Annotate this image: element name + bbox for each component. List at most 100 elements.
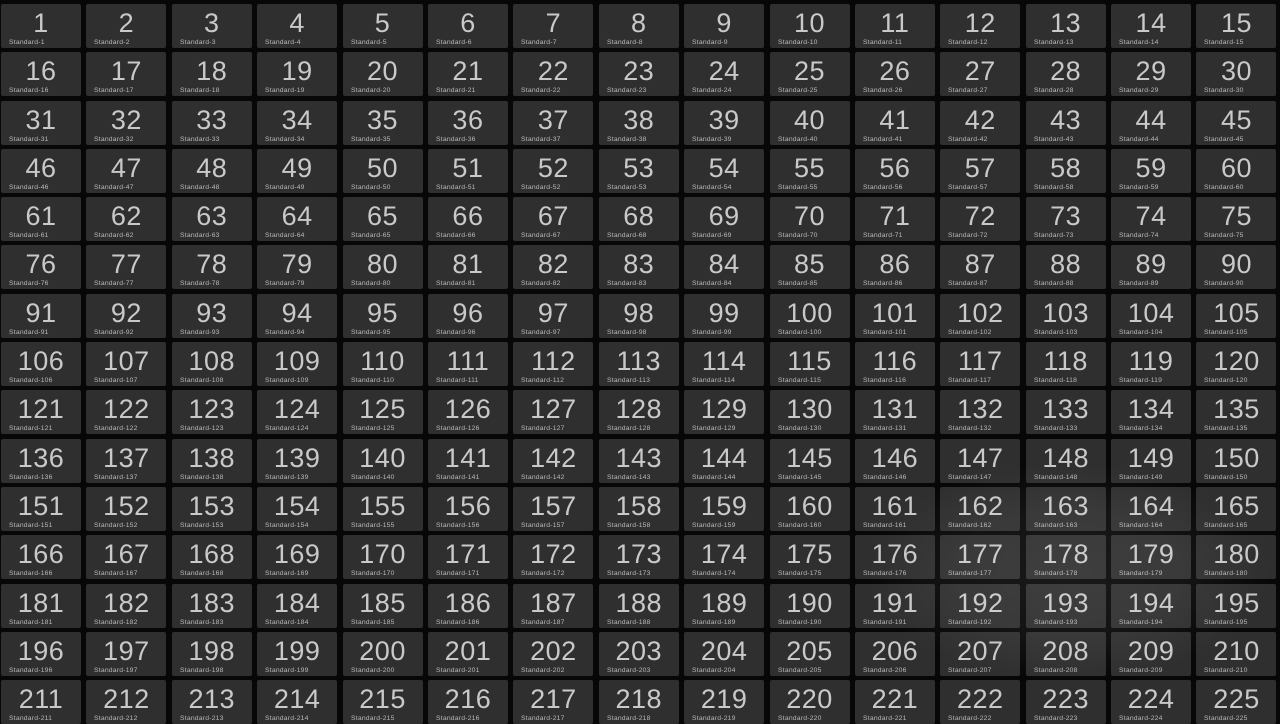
tile[interactable]: 139 Standard-139 (257, 438, 338, 483)
tile[interactable]: 215 Standard-215 (342, 680, 423, 724)
tile[interactable]: 206 Standard-206 (854, 631, 935, 676)
tile[interactable]: 129 Standard-129 (684, 390, 765, 435)
tile[interactable]: 63 Standard-63 (171, 197, 252, 242)
tile[interactable]: 120 Standard-120 (1196, 342, 1277, 387)
tile[interactable]: 170 Standard-170 (342, 535, 423, 580)
tile[interactable]: 197 Standard-197 (86, 631, 167, 676)
tile[interactable]: 144 Standard-144 (684, 438, 765, 483)
tile[interactable]: 156 Standard-156 (427, 486, 508, 531)
tile[interactable]: 181 Standard-181 (1, 583, 81, 628)
tile[interactable]: 71 Standard-71 (854, 197, 935, 242)
tile[interactable]: 20 Standard-20 (342, 52, 423, 97)
tile[interactable]: 56 Standard-56 (854, 148, 935, 193)
tile[interactable]: 46 Standard-46 (1, 148, 81, 193)
tile[interactable]: 82 Standard-82 (513, 245, 594, 290)
tile[interactable]: 65 Standard-65 (342, 197, 423, 242)
tile[interactable]: 195 Standard-195 (1196, 583, 1277, 628)
tile[interactable]: 97 Standard-97 (513, 293, 594, 338)
tile[interactable]: 84 Standard-84 (684, 245, 765, 290)
tile[interactable]: 133 Standard-133 (1025, 390, 1106, 435)
tile[interactable]: 225 Standard-225 (1196, 680, 1277, 724)
tile[interactable]: 85 Standard-85 (769, 245, 850, 290)
tile[interactable]: 164 Standard-164 (1111, 486, 1192, 531)
tile[interactable]: 72 Standard-72 (940, 197, 1021, 242)
tile[interactable]: 119 Standard-119 (1111, 342, 1192, 387)
tile[interactable]: 7 Standard-7 (513, 4, 594, 48)
tile[interactable]: 183 Standard-183 (171, 583, 252, 628)
tile[interactable]: 18 Standard-18 (171, 52, 252, 97)
tile[interactable]: 53 Standard-53 (598, 148, 679, 193)
tile[interactable]: 89 Standard-89 (1111, 245, 1192, 290)
tile[interactable]: 172 Standard-172 (513, 535, 594, 580)
tile[interactable]: 187 Standard-187 (513, 583, 594, 628)
tile[interactable]: 109 Standard-109 (257, 342, 338, 387)
tile[interactable]: 174 Standard-174 (684, 535, 765, 580)
tile[interactable]: 22 Standard-22 (513, 52, 594, 97)
tile[interactable]: 103 Standard-103 (1025, 293, 1106, 338)
tile[interactable]: 191 Standard-191 (854, 583, 935, 628)
tile[interactable]: 169 Standard-169 (257, 535, 338, 580)
tile[interactable]: 216 Standard-216 (427, 680, 508, 724)
tile[interactable]: 87 Standard-87 (940, 245, 1021, 290)
tile[interactable]: 217 Standard-217 (513, 680, 594, 724)
tile[interactable]: 16 Standard-16 (1, 52, 81, 97)
tile[interactable]: 105 Standard-105 (1196, 293, 1277, 338)
tile[interactable]: 107 Standard-107 (86, 342, 167, 387)
tile[interactable]: 21 Standard-21 (427, 52, 508, 97)
tile[interactable]: 185 Standard-185 (342, 583, 423, 628)
tile[interactable]: 175 Standard-175 (769, 535, 850, 580)
tile[interactable]: 199 Standard-199 (257, 631, 338, 676)
tile[interactable]: 118 Standard-118 (1025, 342, 1106, 387)
tile[interactable]: 162 Standard-162 (940, 486, 1021, 531)
tile[interactable]: 132 Standard-132 (940, 390, 1021, 435)
tile[interactable]: 163 Standard-163 (1025, 486, 1106, 531)
tile[interactable]: 219 Standard-219 (684, 680, 765, 724)
tile[interactable]: 67 Standard-67 (513, 197, 594, 242)
tile[interactable]: 3 Standard-3 (171, 4, 252, 48)
tile[interactable]: 136 Standard-136 (1, 438, 81, 483)
tile[interactable]: 126 Standard-126 (427, 390, 508, 435)
tile[interactable]: 221 Standard-221 (854, 680, 935, 724)
tile[interactable]: 207 Standard-207 (940, 631, 1021, 676)
tile[interactable]: 173 Standard-173 (598, 535, 679, 580)
tile[interactable]: 31 Standard-31 (1, 100, 81, 145)
tile[interactable]: 192 Standard-192 (940, 583, 1021, 628)
tile[interactable]: 141 Standard-141 (427, 438, 508, 483)
tile[interactable]: 201 Standard-201 (427, 631, 508, 676)
tile[interactable]: 13 Standard-13 (1025, 4, 1106, 48)
tile[interactable]: 203 Standard-203 (598, 631, 679, 676)
tile[interactable]: 194 Standard-194 (1111, 583, 1192, 628)
tile[interactable]: 106 Standard-106 (1, 342, 81, 387)
tile[interactable]: 209 Standard-209 (1111, 631, 1192, 676)
tile[interactable]: 101 Standard-101 (854, 293, 935, 338)
tile[interactable]: 161 Standard-161 (854, 486, 935, 531)
tile[interactable]: 202 Standard-202 (513, 631, 594, 676)
tile[interactable]: 158 Standard-158 (598, 486, 679, 531)
tile[interactable]: 60 Standard-60 (1196, 148, 1277, 193)
tile[interactable]: 147 Standard-147 (940, 438, 1021, 483)
tile[interactable]: 74 Standard-74 (1111, 197, 1192, 242)
tile[interactable]: 200 Standard-200 (342, 631, 423, 676)
tile[interactable]: 80 Standard-80 (342, 245, 423, 290)
tile[interactable]: 58 Standard-58 (1025, 148, 1106, 193)
tile[interactable]: 26 Standard-26 (854, 52, 935, 97)
tile[interactable]: 91 Standard-91 (1, 293, 81, 338)
tile[interactable]: 130 Standard-130 (769, 390, 850, 435)
tile[interactable]: 23 Standard-23 (598, 52, 679, 97)
tile[interactable]: 190 Standard-190 (769, 583, 850, 628)
tile[interactable]: 51 Standard-51 (427, 148, 508, 193)
tile[interactable]: 38 Standard-38 (598, 100, 679, 145)
tile[interactable]: 8 Standard-8 (598, 4, 679, 48)
tile[interactable]: 110 Standard-110 (342, 342, 423, 387)
tile[interactable]: 154 Standard-154 (257, 486, 338, 531)
tile[interactable]: 50 Standard-50 (342, 148, 423, 193)
tile[interactable]: 137 Standard-137 (86, 438, 167, 483)
tile[interactable]: 55 Standard-55 (769, 148, 850, 193)
tile[interactable]: 116 Standard-116 (854, 342, 935, 387)
tile[interactable]: 33 Standard-33 (171, 100, 252, 145)
tile[interactable]: 24 Standard-24 (684, 52, 765, 97)
tile[interactable]: 134 Standard-134 (1111, 390, 1192, 435)
tile[interactable]: 1 Standard-1 (1, 4, 81, 48)
tile[interactable]: 128 Standard-128 (598, 390, 679, 435)
tile[interactable]: 4 Standard-4 (257, 4, 338, 48)
